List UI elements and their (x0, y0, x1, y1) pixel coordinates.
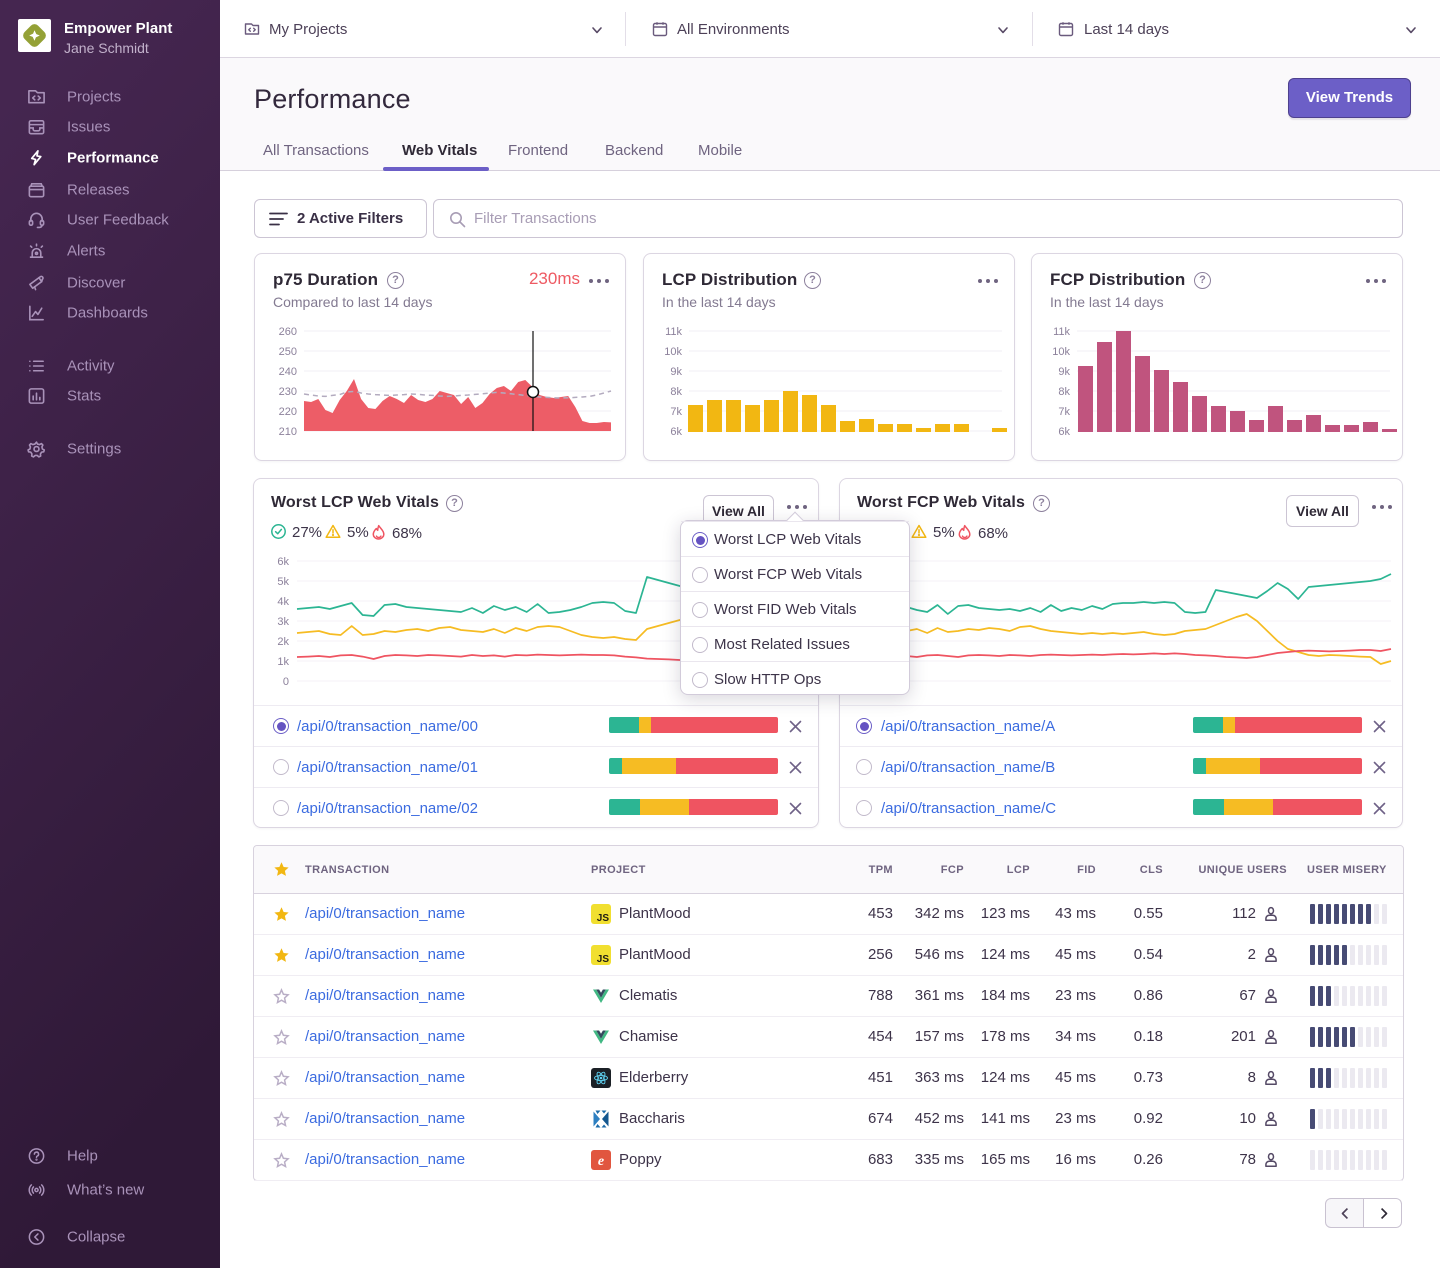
svg-text:9k: 9k (670, 366, 682, 378)
svg-text:4k: 4k (277, 596, 289, 608)
svg-text:6k: 6k (1058, 426, 1070, 438)
svg-text:3k: 3k (277, 616, 289, 628)
svg-text:8k: 8k (670, 386, 682, 398)
svg-text:7k: 7k (670, 406, 682, 418)
svg-text:JS: JS (597, 913, 610, 924)
svg-text:11k: 11k (665, 326, 682, 338)
svg-text:250: 250 (279, 346, 297, 358)
svg-text:10k: 10k (1052, 346, 1070, 358)
svg-text:7k: 7k (1058, 406, 1070, 418)
svg-text:9k: 9k (1058, 366, 1070, 378)
svg-text:0: 0 (283, 676, 289, 688)
svg-text:240: 240 (279, 366, 297, 378)
svg-text:5k: 5k (277, 576, 289, 588)
svg-text:220: 220 (279, 406, 297, 418)
svg-text:JS: JS (597, 954, 610, 965)
svg-text:10k: 10k (664, 346, 682, 358)
svg-text:6k: 6k (277, 556, 289, 568)
svg-text:8k: 8k (1058, 386, 1070, 398)
svg-text:210: 210 (279, 426, 297, 438)
svg-text:e: e (598, 1154, 604, 1169)
svg-text:230: 230 (279, 386, 297, 398)
svg-text:6k: 6k (670, 426, 682, 438)
svg-text:260: 260 (279, 326, 297, 338)
svg-text:11k: 11k (1053, 326, 1070, 338)
svg-text:1k: 1k (277, 656, 289, 668)
svg-text:2k: 2k (277, 636, 289, 648)
